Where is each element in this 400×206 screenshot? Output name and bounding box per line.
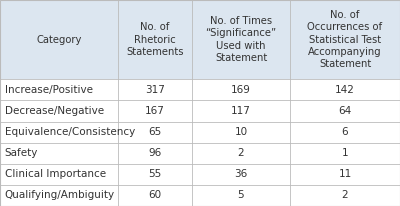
Text: 1: 1 [342, 148, 348, 158]
Text: No. of Times
“Significance”
Used with
Statement: No. of Times “Significance” Used with St… [206, 16, 276, 63]
Text: 10: 10 [234, 127, 248, 137]
Text: Increase/Positive: Increase/Positive [5, 85, 93, 95]
Text: 36: 36 [234, 169, 248, 179]
Bar [0, 101, 400, 122]
Bar [0, 164, 400, 185]
Text: 60: 60 [148, 190, 162, 200]
Text: 169: 169 [231, 85, 251, 95]
Text: No. of
Rhetoric
Statements: No. of Rhetoric Statements [126, 22, 184, 57]
Bar [0, 185, 400, 206]
Text: 96: 96 [148, 148, 162, 158]
Text: 64: 64 [338, 106, 352, 116]
Bar [0, 79, 400, 101]
Text: 167: 167 [145, 106, 165, 116]
Text: No. of
Occurrences of
Statistical Test
Accompanying
Statement: No. of Occurrences of Statistical Test A… [308, 10, 382, 69]
Text: Safety: Safety [5, 148, 38, 158]
Bar [0, 143, 400, 164]
Text: Qualifying/Ambiguity: Qualifying/Ambiguity [5, 190, 115, 200]
Text: 2: 2 [238, 148, 244, 158]
Bar [0, 122, 400, 143]
Text: 6: 6 [342, 127, 348, 137]
Text: 2: 2 [342, 190, 348, 200]
Text: 55: 55 [148, 169, 162, 179]
Text: Category: Category [36, 35, 82, 45]
Text: Decrease/Negative: Decrease/Negative [5, 106, 104, 116]
Text: 11: 11 [338, 169, 352, 179]
Text: Equivalence/Consistency: Equivalence/Consistency [5, 127, 135, 137]
Text: 317: 317 [145, 85, 165, 95]
Text: 65: 65 [148, 127, 162, 137]
Text: 142: 142 [335, 85, 355, 95]
Text: 117: 117 [231, 106, 251, 116]
Text: Clinical Importance: Clinical Importance [5, 169, 106, 179]
Bar [0, 0, 400, 79]
Text: 5: 5 [238, 190, 244, 200]
